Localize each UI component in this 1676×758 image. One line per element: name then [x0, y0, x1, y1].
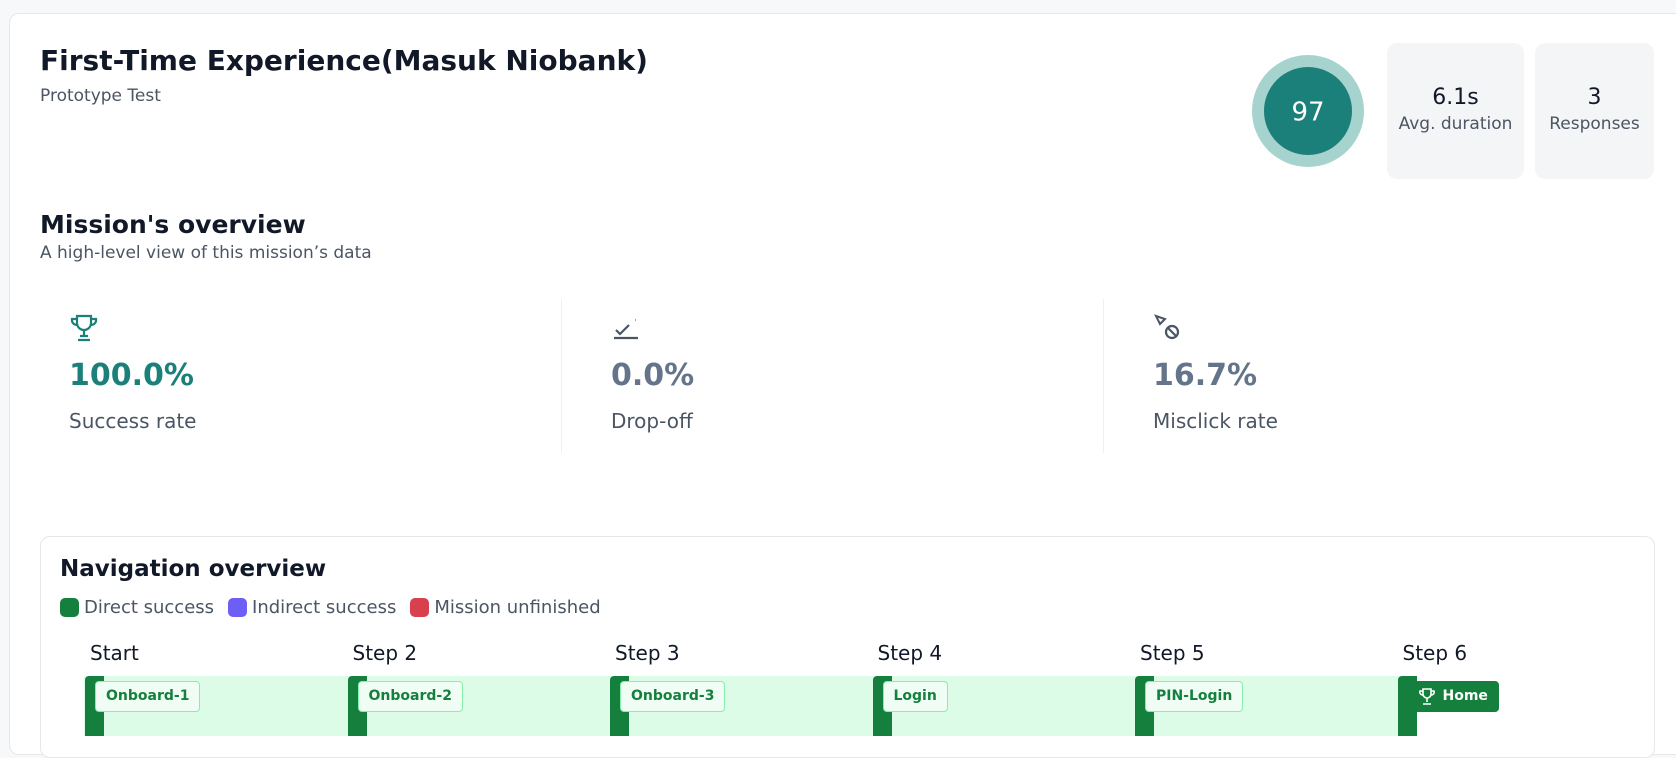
metric-label: Misclick rate: [1153, 409, 1278, 433]
page: {"header": {"title": "First-Time Experie…: [9, 13, 1676, 758]
legend-label: Direct success: [84, 597, 215, 618]
metric: 16.7% Misclick rate: [1153, 312, 1278, 433]
legend-item: Indirect success: [228, 597, 396, 618]
step-label: Step 4: [877, 641, 943, 665]
stat-card: 3 Responses: [1535, 43, 1654, 179]
stat-label: Responses: [1549, 114, 1640, 134]
screen-chip: Onboard-1: [95, 681, 201, 712]
metric-value: 0.0%: [611, 358, 695, 393]
score: 97: [1291, 98, 1324, 128]
trophy-icon: [70, 314, 98, 342]
metric: 100.0% Success rate: [69, 312, 197, 433]
screen-chip: Login: [882, 681, 948, 712]
stat-label: Avg. duration: [1398, 114, 1513, 134]
metric-value: 100.0%: [69, 358, 194, 393]
dropoff-icon: [614, 318, 638, 340]
legend: Direct success Indirect success Mission un…: [60, 597, 601, 618]
screen-chip: PIN-Login: [1145, 681, 1244, 712]
section-subtitle: A high-level view of this mission’s data: [40, 243, 372, 263]
stat-card: 6.1s Avg. duration: [1387, 43, 1524, 179]
metric: 0.0% Drop-off: [611, 312, 694, 433]
screen-chip: Onboard-3: [620, 681, 726, 712]
subtitle: Prototype Test: [40, 86, 161, 106]
score-ring: 97: [1252, 55, 1364, 167]
title: First-Time Experience(Masuk Niobank): [40, 44, 648, 77]
stat-value: 3: [1587, 85, 1602, 110]
metric-label: Success rate: [69, 409, 197, 433]
legend-swatch: [410, 598, 430, 617]
navigation-title: Navigation overview: [60, 556, 327, 582]
divider: [561, 299, 562, 453]
metric-value: 16.7%: [1153, 358, 1258, 393]
step-label: Start: [90, 641, 139, 665]
legend-swatch: [228, 598, 248, 617]
trophy-icon: [1418, 688, 1435, 705]
legend-item: Direct success: [60, 597, 214, 618]
step-label: Step 2: [352, 641, 418, 665]
stat-value: 6.1s: [1432, 85, 1479, 110]
divider: [1103, 299, 1104, 453]
step-label: Step 5: [1140, 641, 1205, 665]
ring-core: [1264, 67, 1352, 155]
legend-label: Indirect success: [252, 597, 397, 618]
screen-chip: Onboard-2: [357, 681, 463, 712]
legend-swatch: [60, 598, 79, 617]
misclick-icon: [1154, 314, 1180, 340]
step-label: Step 3: [615, 641, 680, 665]
section-title: Mission's overview: [40, 210, 306, 239]
legend-item: Mission unfinished: [410, 597, 601, 618]
step-label: Step 6: [1402, 641, 1468, 665]
metric-label: Drop-off: [611, 409, 693, 433]
legend-label: Mission unfinished: [434, 597, 601, 618]
